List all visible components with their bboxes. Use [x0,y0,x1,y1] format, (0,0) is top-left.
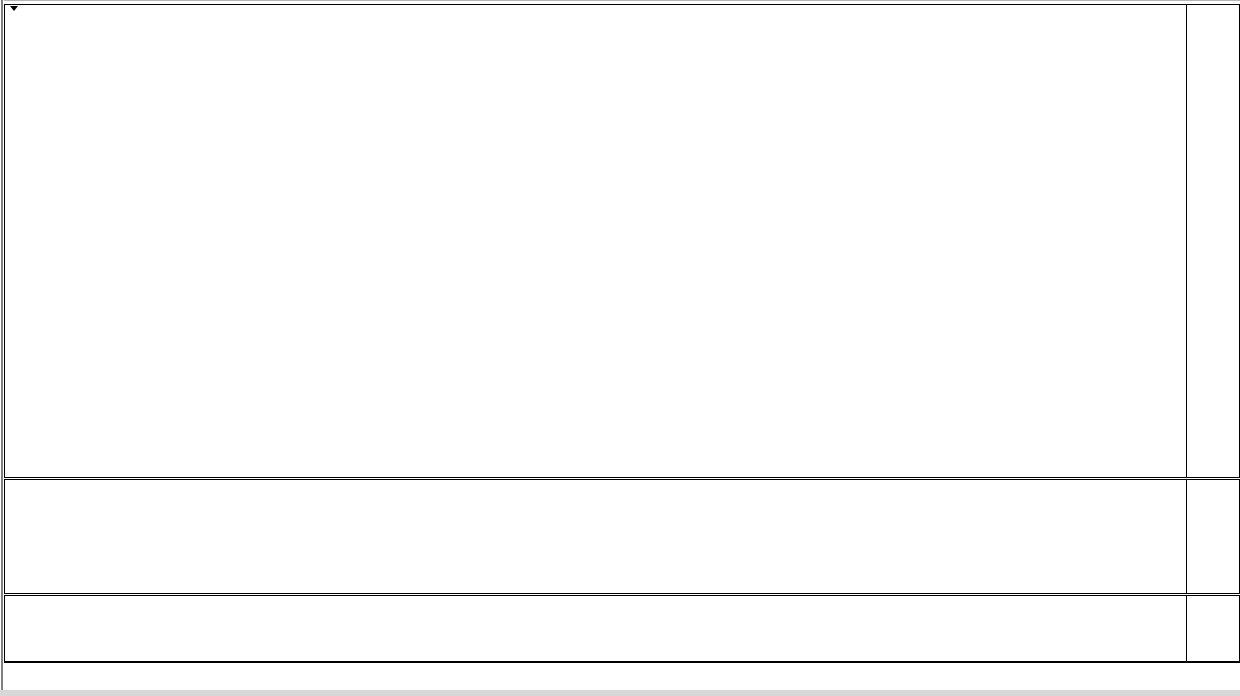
caret-down-icon[interactable] [10,5,18,11]
rsi-indicator-pane[interactable] [4,595,1187,662]
macd-indicator-pane[interactable] [4,479,1187,594]
price-axis[interactable] [1187,4,1240,478]
macd-canvas [5,480,1186,593]
window-left-border [0,0,4,696]
symbol-header [10,2,21,14]
price-chart-canvas [5,5,1186,477]
window-bottom-border [0,690,1240,696]
time-axis[interactable] [4,662,1240,690]
price-chart-pane[interactable] [4,4,1187,478]
window-top-border [0,0,1240,1]
macd-axis[interactable] [1187,479,1240,594]
rsi-axis[interactable] [1187,595,1240,662]
rsi-canvas [5,596,1186,661]
